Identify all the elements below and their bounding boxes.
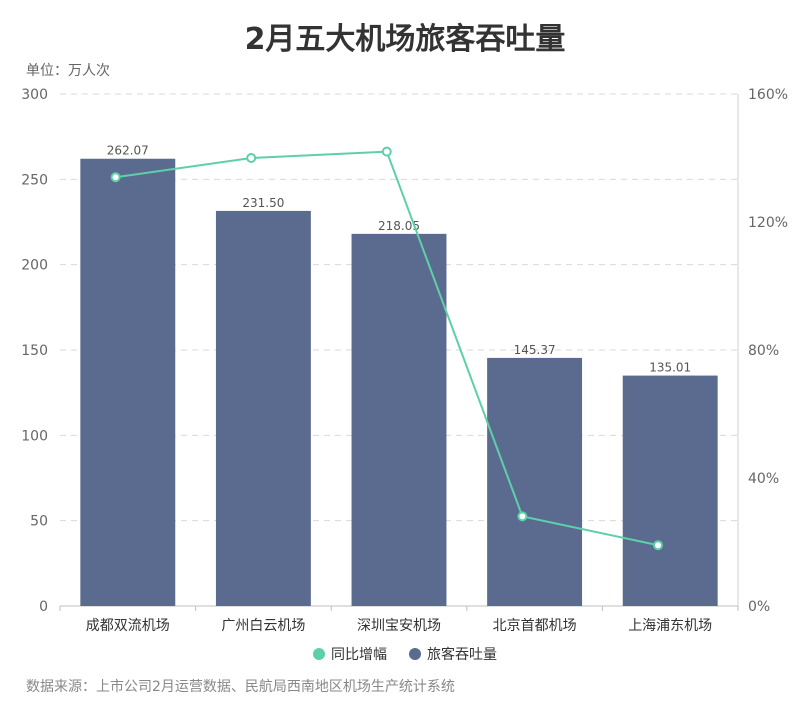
- y-right-tick-label: 120%: [748, 215, 788, 231]
- y-left-tick-label: 250: [21, 172, 48, 188]
- y-left-tick-label: 200: [21, 258, 48, 274]
- legend-item-throughput[interactable]: 旅客吞吐量: [409, 644, 497, 664]
- bar-value-label: 218.05: [378, 219, 420, 233]
- source-note: 数据来源：上市公司2月运营数据、民航局西南地区机场生产统计系统: [26, 679, 455, 695]
- bar-value-label: 135.01: [649, 361, 691, 375]
- bar: [487, 357, 583, 606]
- growth-point: [517, 511, 528, 522]
- y-left-tick-label: 50: [30, 514, 48, 530]
- x-category-label: 北京首都机场: [493, 618, 577, 634]
- y-left-tick-label: 0: [39, 599, 48, 615]
- bar: [351, 233, 447, 606]
- x-category-label: 广州白云机场: [221, 618, 305, 634]
- y-right-tick-label: 40%: [748, 471, 779, 487]
- bar-value-label: 231.50: [242, 196, 284, 210]
- bar: [80, 158, 176, 606]
- growth-point: [381, 146, 392, 157]
- y-left-tick-label: 150: [21, 343, 48, 359]
- legend-label-throughput: 旅客吞吐量: [427, 647, 497, 663]
- y-right-tick-label: 160%: [748, 87, 788, 103]
- y-left-tick-label: 100: [21, 428, 48, 444]
- y-right-tick-label: 80%: [748, 343, 779, 359]
- growth-point: [246, 153, 257, 163]
- unit-label: 单位：万人次: [26, 63, 110, 79]
- legend-item-growth[interactable]: 同比增幅: [313, 644, 387, 664]
- x-category-label: 成都双流机场: [86, 618, 170, 634]
- x-category-label: 深圳宝安机场: [357, 618, 441, 634]
- bar: [622, 375, 718, 606]
- legend-swatch-throughput: [409, 648, 421, 660]
- bar-value-label: 145.37: [514, 343, 556, 357]
- growth-point: [652, 540, 663, 551]
- chart-title: 2月五大机场旅客吞吐量: [244, 22, 566, 57]
- bar-value-label: 262.07: [107, 144, 149, 158]
- y-left-tick-label: 300: [21, 87, 48, 103]
- x-category-label: 上海浦东机场: [628, 618, 712, 634]
- bar: [215, 210, 311, 606]
- legend-label-growth: 同比增幅: [331, 647, 387, 663]
- y-right-tick-label: 0%: [748, 599, 770, 615]
- legend: 同比增幅 旅客吞吐量: [0, 644, 810, 664]
- legend-swatch-growth: [313, 648, 325, 660]
- growth-point: [110, 172, 121, 183]
